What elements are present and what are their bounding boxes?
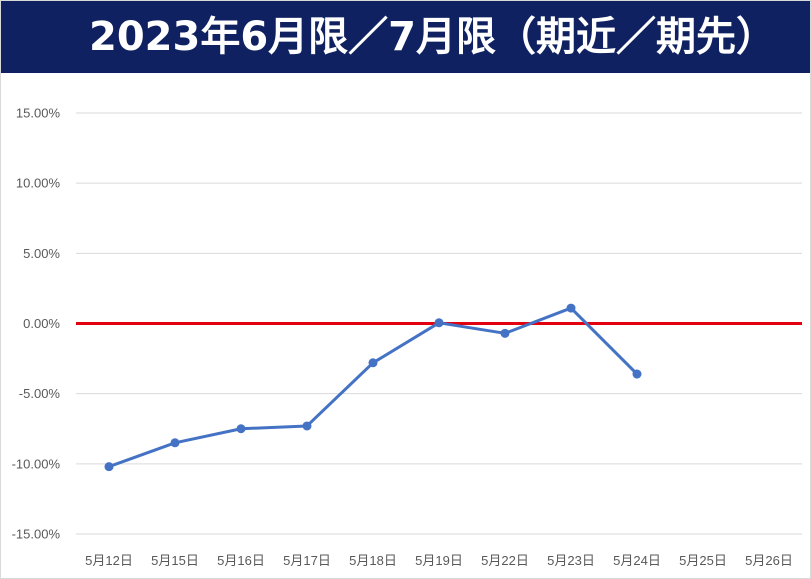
y-tick-label: 10.00% bbox=[16, 176, 61, 191]
data-point bbox=[434, 318, 444, 328]
data-point bbox=[104, 462, 114, 472]
y-tick-label: 5.00% bbox=[23, 246, 60, 261]
series-line bbox=[108, 306, 639, 469]
x-tick-label: 5月18日 bbox=[349, 553, 397, 568]
y-tick-label: -5.00% bbox=[19, 386, 61, 401]
x-tick-label: 5月24日 bbox=[613, 553, 661, 568]
x-tick-label: 5月22日 bbox=[481, 553, 529, 568]
x-tick-label: 5月23日 bbox=[547, 553, 595, 568]
data-point bbox=[632, 369, 642, 379]
x-tick-label: 5月17日 bbox=[283, 553, 331, 568]
y-tick-label: -15.00% bbox=[12, 527, 61, 542]
y-tick-label: -10.00% bbox=[12, 456, 61, 471]
data-point bbox=[302, 421, 312, 431]
data-point bbox=[566, 303, 576, 313]
data-point bbox=[170, 438, 180, 448]
x-tick-label: 5月26日 bbox=[745, 553, 793, 568]
y-tick-label: 0.00% bbox=[23, 316, 60, 331]
y-tick-label: 15.00% bbox=[16, 106, 61, 121]
x-tick-label: 5月19日 bbox=[415, 553, 463, 568]
data-point bbox=[500, 328, 510, 338]
data-point bbox=[236, 424, 246, 434]
chart-title: 2023年6月限／7月限（期近／期先） bbox=[89, 14, 776, 60]
data-point bbox=[368, 358, 378, 368]
x-tick-label: 5月12日 bbox=[85, 553, 133, 568]
x-tick-label: 5月15日 bbox=[151, 553, 199, 568]
title-banner: 2023年6月限／7月限（期近／期先） bbox=[1, 1, 810, 73]
x-tick-label: 5月16日 bbox=[217, 553, 265, 568]
x-tick-label: 5月25日 bbox=[679, 553, 727, 568]
